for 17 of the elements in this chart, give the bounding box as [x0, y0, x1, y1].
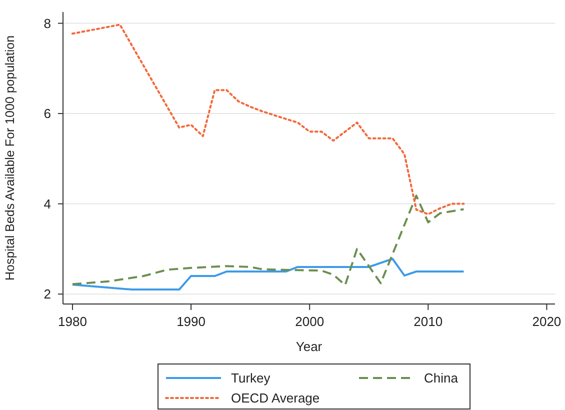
- x-tick-label: 2000: [295, 314, 324, 329]
- x-tick-label: 1980: [58, 314, 87, 329]
- legend-label: Turkey: [231, 370, 271, 386]
- line-series: [71, 24, 465, 216]
- legend-label: OECD Average: [231, 390, 320, 406]
- line-series: [71, 194, 465, 286]
- x-tick-label: 2010: [414, 314, 443, 329]
- x-axis-title: Year: [296, 339, 323, 354]
- legend-label: China: [424, 370, 459, 386]
- y-axis-title: Hospital Beds Available For 1000 population: [3, 35, 17, 281]
- y-tick-label: 2: [44, 286, 51, 302]
- y-tick-label: 6: [44, 106, 51, 122]
- line-series: [71, 258, 465, 291]
- x-tick-label: 2020: [532, 314, 562, 329]
- y-tick-label: 4: [44, 196, 51, 212]
- y-tick-label: 8: [44, 16, 51, 31]
- x-tick-label: 1990: [176, 314, 206, 329]
